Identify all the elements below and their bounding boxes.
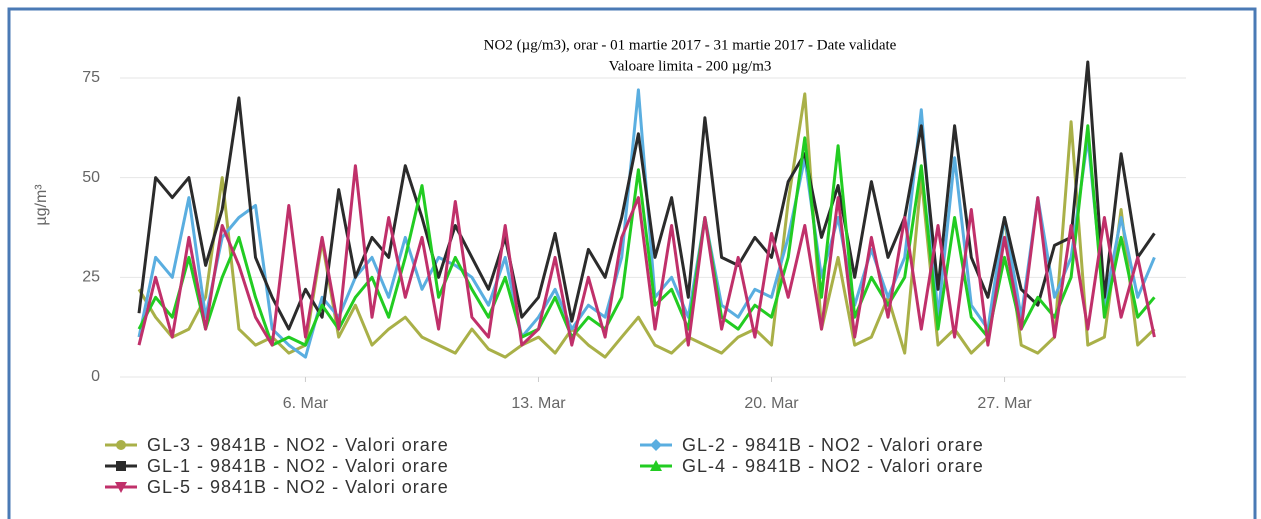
x-tick-label: 13. Mar [511,395,566,412]
y-axis-label: µg/m³ [33,184,50,226]
legend-marker [116,440,126,450]
x-tick-label: 6. Mar [283,395,329,412]
chart-title: NO2 (µg/m3), orar - 01 martie 2017 - 31 … [484,37,897,53]
legend-label[interactable]: GL-3 - 9841B - NO2 - Valori orare [147,435,449,455]
legend-label[interactable]: GL-2 - 9841B - NO2 - Valori orare [682,435,984,455]
legend-label[interactable]: GL-1 - 9841B - NO2 - Valori orare [147,456,449,476]
legend-marker [115,482,127,493]
y-tick-label: 50 [82,169,100,186]
legend-marker [650,460,662,471]
series-line [137,164,1156,347]
legend-label[interactable]: GL-4 - 9841B - NO2 - Valori orare [682,456,984,476]
legend-marker [650,439,662,451]
x-tick-label: 20. Mar [744,395,799,412]
y-tick-label: 25 [82,269,100,286]
series-line [137,60,1156,331]
frame [7,7,1257,519]
y-tick-label: 75 [82,69,100,86]
x-tick-label: 27. Mar [977,395,1032,412]
legend-marker [116,461,126,471]
chart-subtitle: Valoare limita - 200 µg/m3 [609,58,772,74]
y-tick-label: 0 [91,368,100,385]
legend-label[interactable]: GL-5 - 9841B - NO2 - Valori orare [147,477,449,497]
